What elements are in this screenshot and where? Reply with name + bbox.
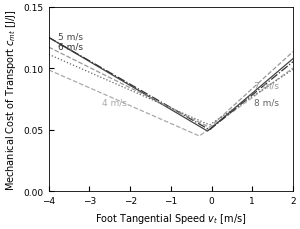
X-axis label: Foot Tangential Speed $v_t$ [m/s]: Foot Tangential Speed $v_t$ [m/s] <box>95 211 247 225</box>
Text: 6 m/s: 6 m/s <box>58 42 83 51</box>
Text: 4 m/s: 4 m/s <box>102 98 127 106</box>
Text: 7 m/s: 7 m/s <box>254 82 279 91</box>
Text: 5 m/s: 5 m/s <box>58 33 83 41</box>
Y-axis label: Mechanical Cost of Transport $c_{mt}$ [J/J]: Mechanical Cost of Transport $c_{mt}$ [J… <box>4 9 18 190</box>
Text: 8 m/s: 8 m/s <box>254 98 279 106</box>
